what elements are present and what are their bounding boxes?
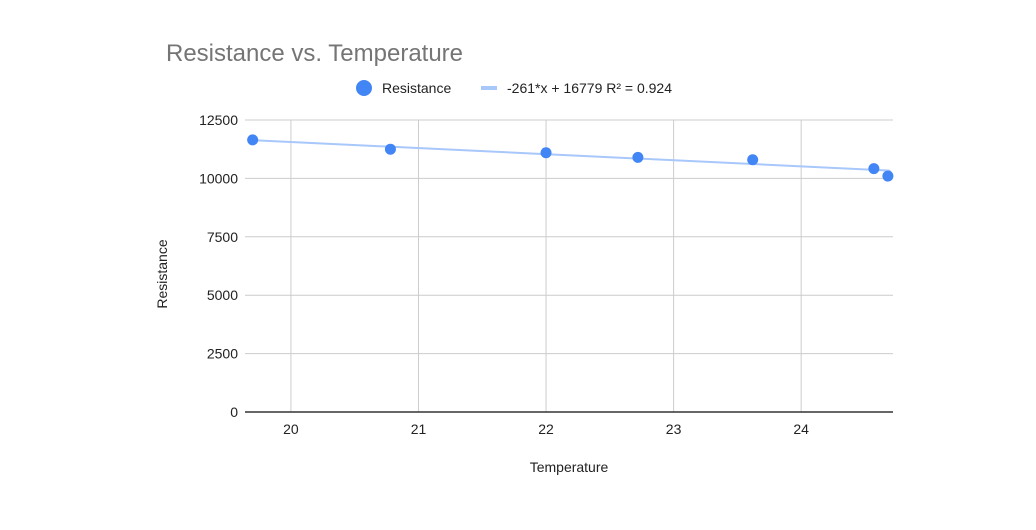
x-tick-label: 23: [666, 421, 682, 437]
trendline-path: [248, 138, 891, 172]
x-tick-label: 20: [283, 421, 299, 437]
chart-title: Resistance vs. Temperature: [166, 40, 463, 67]
data-point: [868, 163, 880, 175]
x-axis-title: Temperature: [530, 459, 609, 475]
y-tick-label: 5000: [207, 287, 238, 303]
data-point: [384, 143, 396, 155]
gridlines: [245, 119, 893, 413]
legend-marker-trendline: [481, 86, 497, 90]
legend-marker-resistance: [356, 80, 372, 96]
y-tick-label: 12500: [199, 112, 238, 128]
data-points: [247, 134, 894, 182]
x-tick-label: 24: [793, 421, 809, 437]
y-tick-label: 0: [230, 404, 238, 420]
y-tick-label: 10000: [199, 170, 238, 186]
y-axis-ticks: 0 2500 5000 7500 10000 12500: [199, 112, 238, 420]
data-point: [882, 170, 894, 182]
x-tick-label: 22: [538, 421, 554, 437]
data-point: [540, 147, 552, 159]
data-point: [747, 154, 759, 166]
x-tick-label: 21: [411, 421, 427, 437]
data-point: [247, 134, 259, 146]
x-axis-ticks: 20 21 22 23 24: [283, 421, 809, 437]
data-point: [632, 151, 644, 163]
y-tick-label: 7500: [207, 229, 238, 245]
y-axis-title: Resistance: [154, 239, 170, 308]
legend-label-resistance: Resistance: [382, 80, 451, 96]
trendline: [248, 138, 891, 172]
y-tick-label: 2500: [207, 346, 238, 362]
legend: Resistance -261*x + 16779 R² = 0.924: [356, 80, 672, 96]
legend-label-trendline: -261*x + 16779 R² = 0.924: [507, 80, 672, 96]
